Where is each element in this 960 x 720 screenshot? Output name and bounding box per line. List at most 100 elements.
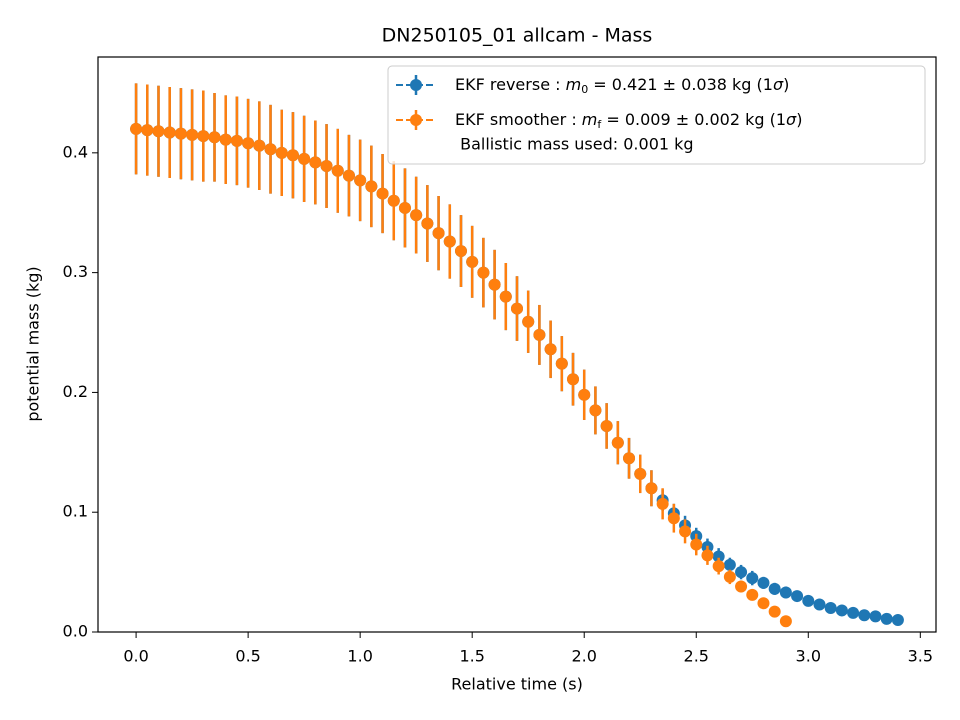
y-tick-label: 0.3: [63, 262, 88, 281]
data-point: [589, 404, 602, 417]
y-axis-label: potential mass (kg): [24, 266, 43, 421]
data-point: [623, 452, 636, 465]
data-point: [208, 131, 221, 144]
data-point: [824, 602, 837, 615]
data-point: [186, 128, 199, 141]
data-point: [858, 609, 871, 622]
data-point: [421, 217, 434, 230]
data-point: [578, 388, 591, 401]
data-point: [656, 497, 669, 510]
legend-label-part: f: [597, 118, 602, 131]
x-axis-label: Relative time (s): [451, 675, 583, 694]
legend-label: EKF reverse : m0 = 0.421 ± 0.038 kg (1σ): [455, 75, 789, 97]
data-point: [600, 419, 613, 432]
legend-label-part: m: [582, 110, 598, 129]
data-point: [835, 604, 848, 617]
data-point: [847, 606, 860, 619]
data-point: [511, 302, 523, 315]
data-point: [723, 558, 736, 571]
legend-label-part: ): [783, 75, 789, 94]
data-point: [891, 614, 904, 627]
data-point: [466, 255, 479, 268]
data-point: [219, 133, 232, 146]
data-point: [779, 586, 792, 599]
legend-label-part: σ: [786, 110, 797, 129]
data-point: [499, 290, 512, 303]
data-point: [152, 125, 165, 138]
data-point: [309, 156, 322, 169]
data-point: [679, 525, 692, 538]
data-point: [779, 615, 792, 628]
data-point: [275, 146, 288, 159]
data-point: [253, 139, 266, 152]
data-point: [320, 160, 333, 173]
data-point: [242, 137, 255, 150]
data-point: [331, 164, 344, 177]
data-point: [365, 180, 378, 193]
plot-frame: [97, 56, 937, 633]
y-tick-label: 0.0: [63, 622, 88, 641]
data-point: [398, 201, 411, 214]
data-point: [354, 174, 367, 187]
x-tick-label: 0.5: [235, 647, 260, 666]
data-point: [544, 343, 557, 356]
data-point: [735, 566, 748, 579]
data-point: [410, 209, 423, 222]
data-point: [342, 169, 355, 182]
data-point: [174, 127, 187, 140]
legend-marker: [410, 114, 422, 126]
data-point: [768, 582, 781, 595]
y-tick-label: 0.2: [63, 382, 88, 401]
data-point: [746, 572, 759, 585]
data-point: [880, 612, 893, 625]
x-tick-label: 2.0: [571, 647, 596, 666]
data-point: [477, 266, 490, 279]
data-point: [701, 549, 714, 562]
legend-label-part: m: [566, 75, 582, 94]
data-point: [802, 594, 815, 607]
x-tick-label: 1.0: [347, 647, 372, 666]
data-point: [634, 467, 647, 480]
data-point: [488, 278, 501, 291]
data-point: [533, 328, 546, 341]
legend-label: EKF smoother : mf = 0.009 ± 0.002 kg (1σ…: [455, 110, 802, 132]
legend-label-part: ): [796, 110, 802, 129]
x-tick-label: 3.0: [796, 647, 821, 666]
data-point: [757, 597, 770, 610]
legend-label-part: = 0.421 ± 0.038 kg (1: [588, 75, 773, 94]
data-point: [567, 373, 580, 386]
data-point: [298, 152, 311, 165]
chart-title: DN250105_01 allcam - Mass: [382, 25, 653, 47]
data-point: [454, 245, 467, 258]
data-point: [712, 550, 725, 563]
data-point: [611, 436, 624, 449]
data-point: [813, 598, 826, 611]
legend-marker: [410, 79, 422, 91]
data-point: [555, 357, 568, 370]
legend: EKF reverse : m0 = 0.421 ± 0.038 kg (1σ)…: [387, 65, 926, 165]
data-point: [690, 538, 703, 551]
data-point: [768, 605, 781, 618]
data-point: [163, 126, 176, 139]
data-point: [746, 588, 759, 601]
data-point: [264, 143, 277, 156]
legend-label-part: = 0.009 ± 0.002 kg (1: [601, 110, 786, 129]
data-point: [645, 482, 658, 495]
data-point: [667, 512, 680, 525]
legend-label-part: EKF smoother :: [455, 110, 582, 129]
data-point: [141, 124, 154, 137]
data-point: [197, 130, 210, 143]
y-tick-label: 0.4: [63, 142, 88, 161]
data-point: [443, 235, 456, 248]
legend-note: Ballistic mass used: 0.001 kg: [455, 135, 694, 154]
data-point: [869, 610, 882, 623]
data-point: [230, 134, 243, 147]
data-point: [376, 187, 389, 200]
data-point: [522, 315, 535, 328]
data-point: [791, 590, 804, 603]
x-tick-label: 2.5: [684, 647, 709, 666]
data-point: [723, 570, 736, 583]
x-tick-label: 0.0: [123, 647, 148, 666]
